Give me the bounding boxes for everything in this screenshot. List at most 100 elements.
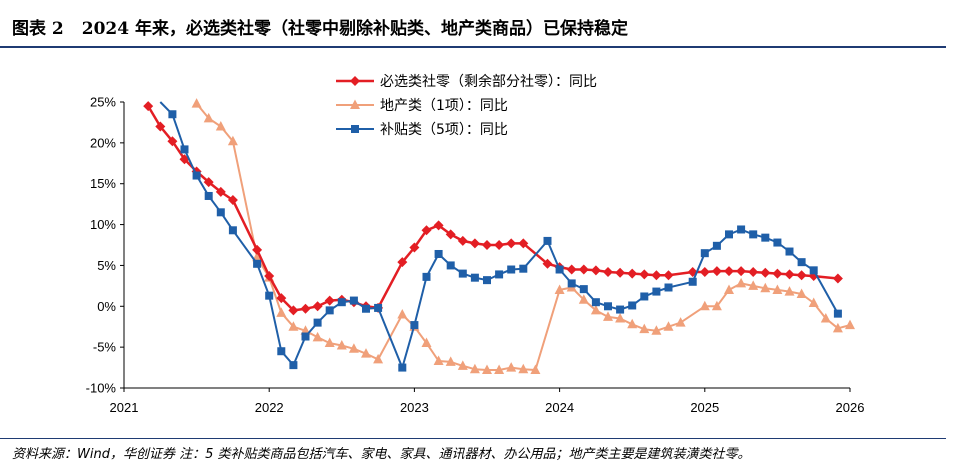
property-goods-point [675,317,686,327]
property-goods-point [808,297,819,308]
subsidy-goods-point [640,292,649,301]
essential-goods-point [421,225,432,236]
subsidy-goods-point [228,226,237,235]
subsidy-goods-point [265,291,274,300]
subsidy-goods-point [567,279,576,288]
subsidy-goods-point [410,321,419,330]
subsidy-goods-point [422,272,431,281]
property-goods-point [518,363,529,374]
legend-label-property-goods: 地产类（1项）：同比 [380,98,508,114]
essential-goods-point [288,305,299,316]
subsidy-goods-point [458,269,467,278]
essential-goods-point [203,177,214,188]
subsidy-goods-point [434,249,443,258]
subsidy-goods-point [773,238,782,247]
subsidy-goods-point [301,332,310,341]
source-note: 资料来源：Wind，华创证券 注：5 类补贴类商品包括汽车、家电、家具、通讯器材… [12,447,751,462]
subsidy-goods-point [591,298,600,307]
subsidy-goods-point [628,301,637,310]
x-tick-label: 2024 [545,400,574,415]
property-goods-point [590,304,601,315]
essential-goods-point [482,240,492,250]
y-tick-label: 25% [90,95,116,110]
subsidy-goods-point [289,361,298,370]
essential-goods-point [433,220,444,231]
subsidy-goods-point [700,249,709,258]
y-tick-label: 0% [97,299,116,314]
property-goods-point [845,319,855,330]
essential-goods-point [445,229,456,240]
property-goods-point [736,277,747,288]
property-goods-point [603,311,613,321]
essential-goods-point [711,266,722,277]
subsidy-goods-point [277,347,286,356]
y-tick-label: 5% [97,258,116,273]
property-goods-point [203,112,214,123]
property-goods-point [288,321,299,331]
property-goods-point [820,313,831,323]
property-goods-point [227,135,238,146]
subsidy-goods-point [809,266,818,275]
property-goods-point [373,353,384,364]
essential-goods-point [590,265,601,276]
figure-header: 图表 2 2024 年来，必选类社零（社零中剔除补贴类、地产类商品）已保持稳定 [0,0,960,48]
essential-goods-point [469,238,480,249]
essential-goods-point [252,244,263,255]
essential-goods-point [615,267,626,278]
subsidy-goods-point [761,233,770,242]
property-goods-point [397,308,408,319]
subsidy-goods-point [555,265,564,274]
subsidy-goods-point [216,208,225,217]
line-chart: -10% -5% 0% 5% 10% 15% 20% 25% 2021 2022 2023 2024 2… [86,73,865,415]
figure-title: 图表 2 2024 年来，必选类社零（社零中剔除补贴类、地产类商品）已保持稳定 [12,14,628,39]
subsidy-goods-point [180,145,189,154]
essential-goods-point [227,195,238,206]
essential-goods-point [772,268,783,279]
subsidy-goods-point [616,305,625,314]
subsidy-goods-point [664,283,673,292]
subsidy-goods-point [507,265,516,274]
subsidy-goods-point [749,230,758,239]
series-subsidy-goods [159,101,842,372]
subsidy-goods-point [349,296,358,305]
essential-goods-point [566,264,577,275]
legend-label-essential-goods: 必选类社零（剩余部分社零）：同比 [380,73,597,90]
legend-label-subsidy-goods: 补贴类（5项）：同比 [380,122,508,138]
property-goods-point [784,286,795,296]
subsidy-goods-point [725,230,733,239]
x-tick-label: 2023 [400,400,429,415]
title-rule [0,46,946,48]
x-tick-label: 2021 [110,400,139,415]
property-goods-point [578,294,589,304]
figure-title-text: 2024 年来，必选类社零（社零中剔除补贴类、地产类商品）已保持稳定 [81,19,628,39]
property-goods-point [191,98,202,108]
property-goods-point [651,325,662,335]
essential-goods-point [215,186,226,197]
property-goods-point [699,300,710,311]
property-goods-point [772,284,783,294]
property-goods-point [348,343,359,353]
subsidy-goods-point [398,363,407,372]
essential-goods-point [397,257,408,268]
essential-goods-point [784,269,795,280]
property-goods-point [711,300,722,311]
essential-goods-point [276,293,287,304]
subsidy-goods-point [337,298,346,307]
property-goods-point [482,364,492,375]
chart-series [143,98,855,375]
subsidy-goods-point [785,247,794,256]
property-goods-point [748,280,759,290]
subsidy-goods-point [168,110,177,119]
essential-goods-point [651,270,662,281]
essential-goods-point [724,266,734,277]
essential-goods-point [796,270,807,281]
subsidy-goods-point [519,264,528,273]
property-goods-point [663,321,674,331]
property-goods-point [494,364,505,375]
subsidy-goods-point [192,171,201,180]
property-goods-point [421,337,432,348]
subsidy-goods-point [652,287,661,296]
essential-goods-point [748,266,759,277]
property-goods-point [433,355,444,366]
y-tick-label: 20% [90,135,116,150]
